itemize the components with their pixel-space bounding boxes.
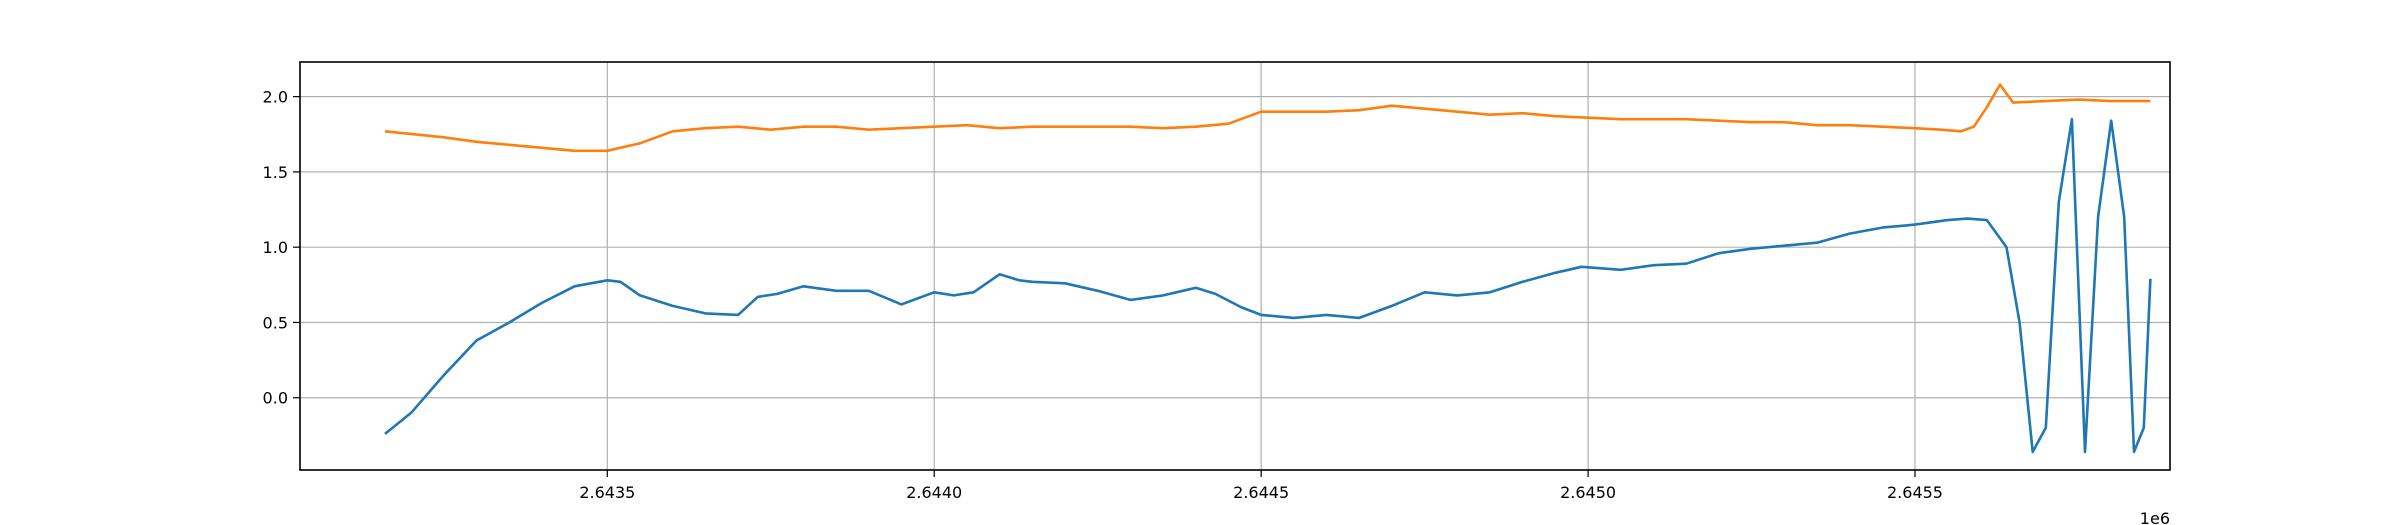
y-tick-label: 1.0: [263, 238, 288, 257]
x-axis-offset-label: 1e6: [2140, 509, 2170, 525]
y-axis-ticks: 0.0 0.5 1.0 1.5 2.0: [263, 88, 300, 408]
grid-lines: [300, 62, 2170, 470]
series-line-2: [384, 83, 2151, 153]
x-tick-label: 2.6450: [1560, 483, 1616, 502]
x-tick-label: 2.6440: [906, 483, 962, 502]
axes-frame: [299, 61, 2171, 471]
y-tick-label: 0.0: [263, 389, 288, 408]
plot-series: [384, 83, 2152, 454]
x-tick-label: 2.6435: [579, 483, 635, 502]
y-tick-label: 2.0: [263, 88, 288, 107]
x-tick-label: 2.6455: [1887, 483, 1943, 502]
series-line-1: [384, 117, 2152, 454]
x-tick-label: 2.6445: [1233, 483, 1289, 502]
y-tick-label: 0.5: [263, 313, 288, 332]
x-axis-ticks: 2.6435 2.6440 2.6445 2.6450 2.6455: [579, 470, 1943, 502]
y-tick-label: 1.5: [263, 163, 288, 182]
